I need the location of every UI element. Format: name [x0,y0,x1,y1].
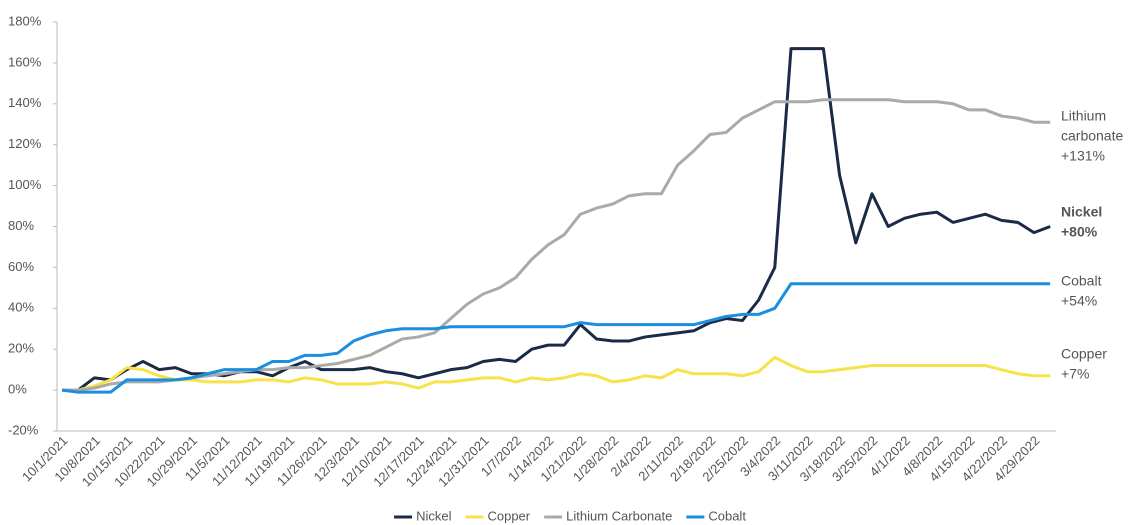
y-tick-label: -20% [8,422,39,437]
annotation: +131% [1061,148,1105,164]
y-tick-label: 160% [8,54,42,69]
annotation: carbonate [1061,128,1123,144]
y-tick-label: 40% [8,300,34,315]
y-tick-label: 0% [8,382,27,397]
y-tick-label: 100% [8,177,42,192]
legend: Nickel Copper Lithium Carbonate Cobalt [394,508,746,523]
y-tick-label: 140% [8,95,42,110]
line [62,355,1051,392]
y-tick-label: 120% [8,136,42,151]
annotation: Cobalt [1061,273,1102,289]
y-tick-label: 80% [8,218,34,233]
annotation: Lithium [1061,108,1106,124]
y-tick-label: 180% [8,13,42,28]
annotation: +54% [1061,293,1097,309]
legend-label: Cobalt [708,508,746,523]
line [61,282,1051,394]
annotation: +7% [1061,366,1089,382]
legend-label: Copper [487,508,530,523]
y-tick-label: 20% [8,341,34,356]
annotation: +80% [1061,224,1098,240]
line [62,98,1051,392]
legend-label: Nickel [416,508,452,523]
line [62,47,1051,392]
annotation: Copper [1061,346,1107,362]
legend-label: Lithium Carbonate [566,508,672,523]
y-tick-label: 60% [8,259,34,274]
annotation: Nickel [1061,204,1102,220]
